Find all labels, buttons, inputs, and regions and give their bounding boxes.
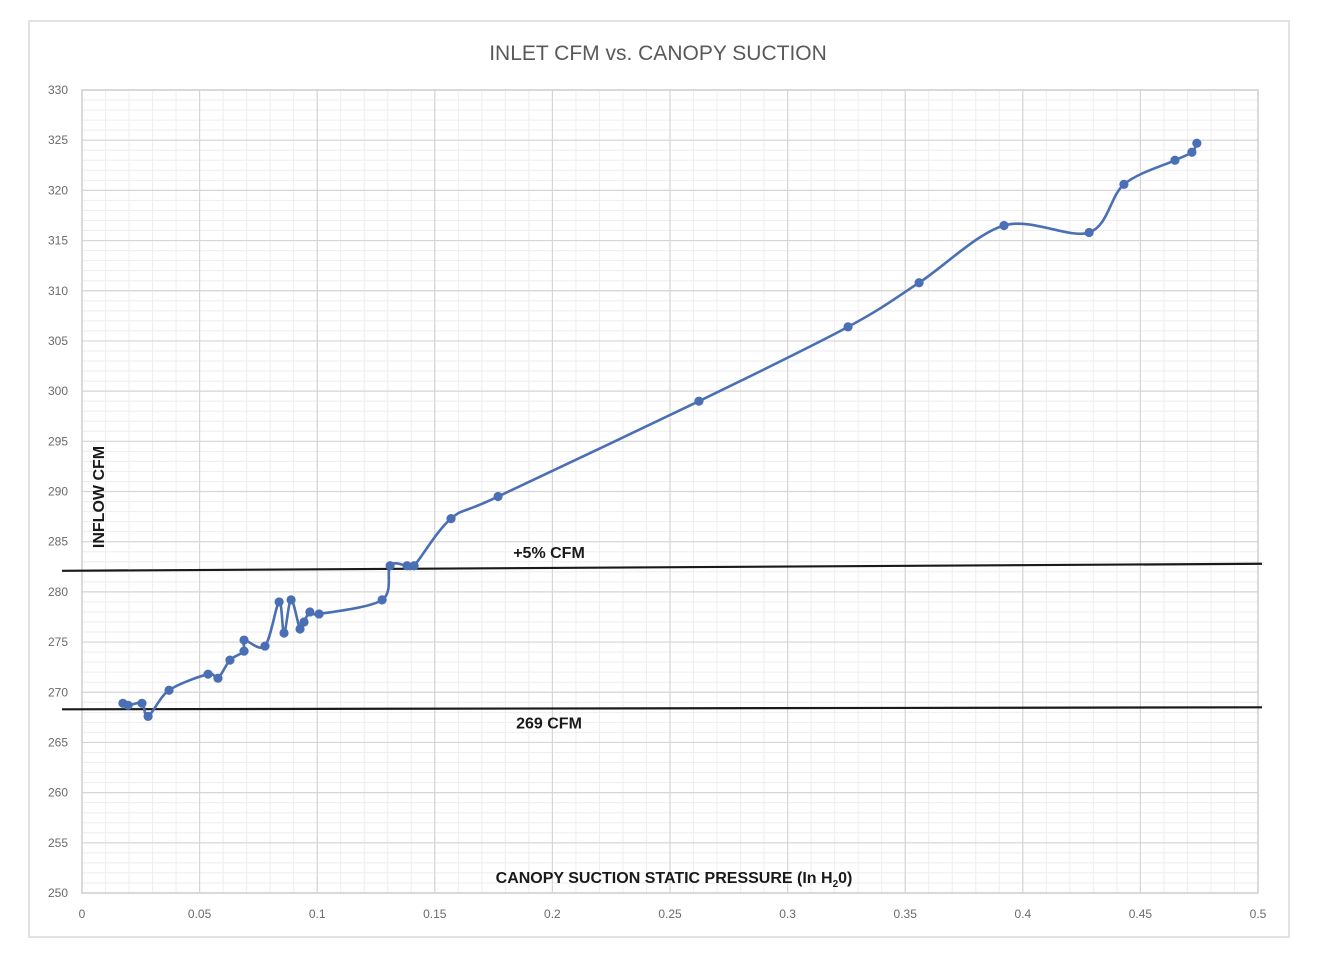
y-tick-label: 265 [48, 735, 68, 749]
data-point [137, 698, 147, 708]
data-point [239, 646, 249, 656]
data-point [1170, 155, 1180, 165]
x-tick-label: 0.05 [188, 907, 212, 921]
x-tick-label: 0 [79, 907, 86, 921]
data-point [295, 624, 305, 634]
reference-line [61, 562, 1263, 572]
data-point [274, 597, 284, 607]
y-tick-label: 320 [48, 183, 68, 197]
y-tick-label: 285 [48, 535, 68, 549]
chart-title: INLET CFM vs. CANOPY SUCTION [489, 42, 827, 65]
y-tick-label: 290 [48, 485, 68, 499]
data-point [213, 673, 223, 683]
data-markers [118, 138, 1202, 721]
data-point [225, 655, 235, 665]
data-point [164, 685, 174, 695]
data-point [286, 595, 296, 605]
data-point [493, 491, 503, 502]
data-point [377, 595, 387, 605]
data-point [1084, 227, 1094, 238]
data-point [123, 700, 133, 710]
y-tick-label: 330 [48, 83, 68, 97]
y-axis-ticks: 250 255 260 265 270 275 280 285 290 295 300 305 310 3… [48, 83, 68, 900]
x-axis-ticks: 0 0.05 0.1 0.15 0.2 0.25 0.3 0.35 0.4 0.45 0.5 [79, 907, 1267, 921]
x-tick-label: 0.25 [658, 907, 682, 921]
data-point [299, 617, 309, 627]
data-point [694, 396, 704, 406]
y-axis-title: INFLOW CFM [91, 446, 108, 548]
reference-line [61, 706, 1263, 711]
data-point [1192, 138, 1202, 148]
y-tick-label: 270 [48, 685, 68, 699]
x-axis-title: CANOPY SUCTION STATIC PRESSURE (In H20) [496, 870, 853, 890]
plot-area [81, 89, 1259, 894]
y-tick-label: 295 [48, 434, 68, 448]
data-point [279, 628, 289, 638]
y-tick-label: 275 [48, 635, 68, 649]
data-point [385, 561, 395, 571]
x-tick-label: 0.1 [309, 907, 326, 921]
y-tick-label: 310 [48, 284, 68, 298]
data-point [1187, 147, 1197, 157]
y-tick-label: 300 [48, 384, 68, 398]
x-tick-label: 0.35 [894, 907, 918, 921]
data-point [409, 561, 419, 571]
data-point [843, 322, 853, 332]
y-tick-label: 250 [48, 886, 68, 900]
data-point [305, 607, 315, 617]
y-tick-label: 260 [48, 786, 68, 800]
x-tick-label: 0.45 [1129, 907, 1153, 921]
x-tick-label: 0.15 [423, 907, 447, 921]
data-point [402, 561, 412, 571]
data-point [143, 711, 153, 721]
y-tick-label: 280 [48, 585, 68, 599]
y-tick-label: 255 [48, 836, 68, 850]
reference-line-label: +5% CFM [513, 545, 585, 562]
x-tick-label: 0.2 [544, 907, 561, 921]
x-tick-label: 0.4 [1014, 907, 1031, 921]
data-point [999, 220, 1009, 231]
chart-frame [28, 20, 1290, 938]
data-point [446, 514, 456, 524]
data-point [314, 609, 324, 619]
data-point [203, 669, 213, 679]
y-tick-label: 315 [48, 234, 68, 248]
reference-lines: +5% CFM 269 CFM [61, 545, 1263, 732]
y-tick-label: 305 [48, 334, 68, 348]
y-tick-label: 325 [48, 133, 68, 147]
data-point [239, 635, 249, 645]
data-point [914, 278, 924, 288]
reference-line-label: 269 CFM [516, 715, 582, 732]
x-tick-label: 0.5 [1250, 907, 1267, 921]
data-point [1119, 179, 1129, 189]
data-point [260, 641, 270, 651]
x-tick-label: 0.3 [779, 907, 796, 921]
